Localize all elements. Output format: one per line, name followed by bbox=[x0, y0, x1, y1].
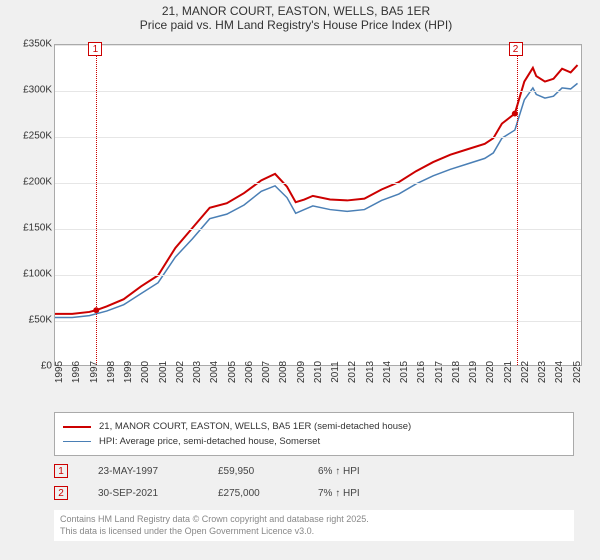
legend-row: 21, MANOR COURT, EASTON, WELLS, BA5 1ER … bbox=[63, 419, 565, 434]
annotation-price: £59,950 bbox=[218, 466, 288, 477]
gridline-h bbox=[55, 275, 581, 276]
series-price_paid bbox=[55, 65, 578, 314]
footer-line1: Contains HM Land Registry data © Crown c… bbox=[60, 514, 568, 526]
legend-row: HPI: Average price, semi-detached house,… bbox=[63, 434, 565, 449]
y-tick-label: £350K bbox=[23, 39, 52, 50]
y-tick-label: £200K bbox=[23, 177, 52, 188]
y-tick-label: £150K bbox=[23, 223, 52, 234]
figure-container: 21, MANOR COURT, EASTON, WELLS, BA5 1ER … bbox=[0, 0, 600, 560]
legend-label: HPI: Average price, semi-detached house,… bbox=[99, 436, 320, 447]
chart-area: £0£50K£100K£150K£200K£250K£300K£350K1995… bbox=[6, 36, 586, 406]
y-tick-label: £100K bbox=[23, 269, 52, 280]
legend-swatch bbox=[63, 426, 91, 428]
y-tick-label: £0 bbox=[41, 361, 52, 372]
gridline-h bbox=[55, 321, 581, 322]
annotation-price: £275,000 bbox=[218, 488, 288, 499]
plot-area bbox=[54, 44, 582, 366]
footer-line2: This data is licensed under the Open Gov… bbox=[60, 526, 568, 538]
title-block: 21, MANOR COURT, EASTON, WELLS, BA5 1ER … bbox=[2, 4, 590, 32]
legend-box: 21, MANOR COURT, EASTON, WELLS, BA5 1ER … bbox=[54, 412, 574, 456]
title-subtitle: Price paid vs. HM Land Registry's House … bbox=[2, 18, 590, 32]
series-hpi bbox=[55, 83, 578, 317]
title-address: 21, MANOR COURT, EASTON, WELLS, BA5 1ER bbox=[2, 4, 590, 18]
gridline-h bbox=[55, 45, 581, 46]
annotation-date: 23-MAY-1997 bbox=[98, 466, 188, 477]
gridline-h bbox=[55, 137, 581, 138]
gridline-h bbox=[55, 183, 581, 184]
gridline-h bbox=[55, 91, 581, 92]
annotation-row: 2 30-SEP-2021 £275,000 7% ↑ HPI bbox=[54, 486, 590, 500]
y-tick-label: £300K bbox=[23, 85, 52, 96]
annotation-date: 30-SEP-2021 bbox=[98, 488, 188, 499]
sale-vline bbox=[96, 45, 97, 365]
annotations-block: 1 23-MAY-1997 £59,950 6% ↑ HPI 2 30-SEP-2021 £… bbox=[2, 464, 590, 500]
annotation-marker: 2 bbox=[54, 486, 68, 500]
legend-label: 21, MANOR COURT, EASTON, WELLS, BA5 1ER … bbox=[99, 421, 411, 432]
annotation-pct: 7% ↑ HPI bbox=[318, 488, 398, 499]
gridline-h bbox=[55, 229, 581, 230]
chart-svg bbox=[55, 45, 581, 365]
annotation-row: 1 23-MAY-1997 £59,950 6% ↑ HPI bbox=[54, 464, 590, 478]
sale-marker-box: 2 bbox=[509, 42, 523, 56]
annotation-marker: 1 bbox=[54, 464, 68, 478]
sale-vline bbox=[517, 45, 518, 365]
y-tick-label: £250K bbox=[23, 131, 52, 142]
y-tick-label: £50K bbox=[29, 315, 52, 326]
annotation-pct: 6% ↑ HPI bbox=[318, 466, 398, 477]
legend-swatch bbox=[63, 441, 91, 442]
x-tick-label: 2025 bbox=[572, 361, 600, 383]
attribution-footer: Contains HM Land Registry data © Crown c… bbox=[54, 510, 574, 541]
sale-marker-box: 1 bbox=[88, 42, 102, 56]
